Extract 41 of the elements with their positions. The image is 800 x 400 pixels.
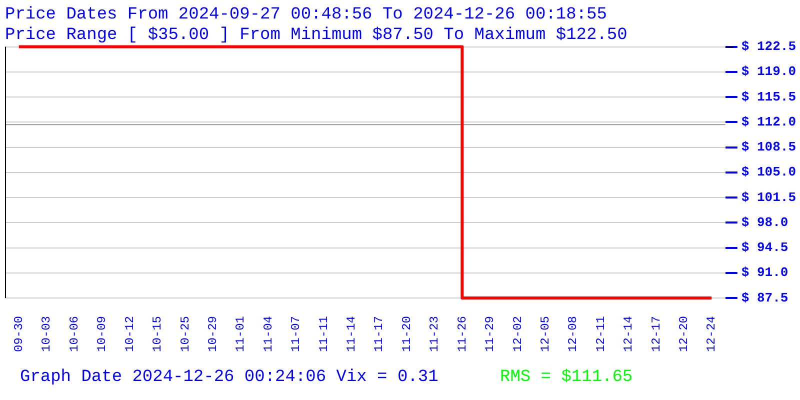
x-tick-label: 12-20	[677, 316, 691, 352]
x-tick-label: 11-20	[400, 316, 414, 352]
x-tick-label: 12-24	[704, 316, 719, 352]
x-tick-label: 11-11	[316, 316, 331, 352]
x-tick-label: 10-15	[150, 316, 165, 352]
y-tick-label: $ 94.5	[741, 240, 788, 256]
x-tick-label: 10-25	[178, 316, 192, 352]
x-tick-label: 11-04	[261, 316, 276, 352]
x-tick-label: 11-26	[455, 316, 470, 352]
x-tick-label: 11-23	[428, 316, 442, 352]
y-tick-label: $ 122.5	[741, 39, 796, 54]
x-tick-label: 10-09	[95, 316, 110, 352]
x-tick-label: 12-05	[538, 316, 552, 352]
y-tick-label: $ 91.0	[741, 265, 788, 280]
x-tick-label: 12-11	[594, 316, 608, 352]
y-tick-label: $ 108.5	[741, 140, 796, 155]
y-tick-label: $ 98.0	[741, 214, 788, 230]
y-tick-label: $ 115.5	[741, 89, 796, 104]
x-tick-label: 10-06	[67, 316, 82, 352]
y-tick-label: $ 119.0	[741, 64, 796, 80]
x-tick-label: 10-12	[122, 316, 137, 352]
x-tick-label: 09-30	[12, 316, 26, 352]
x-tick-label: 12-14	[622, 316, 636, 352]
text: Price Range [ $35.00 ] From Minimum $87.50 To Maximum $122.50	[5, 26, 628, 46]
x-tick-label: 11-14	[344, 316, 359, 352]
x-tick-label: 11-29	[483, 316, 498, 352]
text: RMS = $111.65	[500, 368, 633, 387]
x-tick-label: 11-01	[234, 316, 248, 352]
y-tick-label: $ 87.5	[741, 290, 788, 306]
x-tick-label: 10-29	[206, 316, 220, 352]
text: Price Dates From 2024-09-27 00:48:56 To 2024-12-26 00:18:55	[5, 6, 607, 25]
y-tick-label: $ 112.0	[741, 114, 796, 130]
x-tick-label: 11-07	[289, 316, 304, 352]
x-tick-label: 12-08	[566, 316, 580, 352]
text: Graph Date 2024-12-26 00:24:06 Vix = 0.31	[20, 368, 438, 387]
y-tick-label: $ 105.0	[741, 164, 796, 180]
y-tick-label: $ 101.5	[741, 190, 796, 205]
x-tick-label: 12-02	[510, 316, 525, 352]
x-tick-label: 10-03	[40, 316, 54, 352]
x-tick-label: 12-17	[649, 316, 664, 352]
x-tick-label: 11-17	[372, 316, 386, 352]
